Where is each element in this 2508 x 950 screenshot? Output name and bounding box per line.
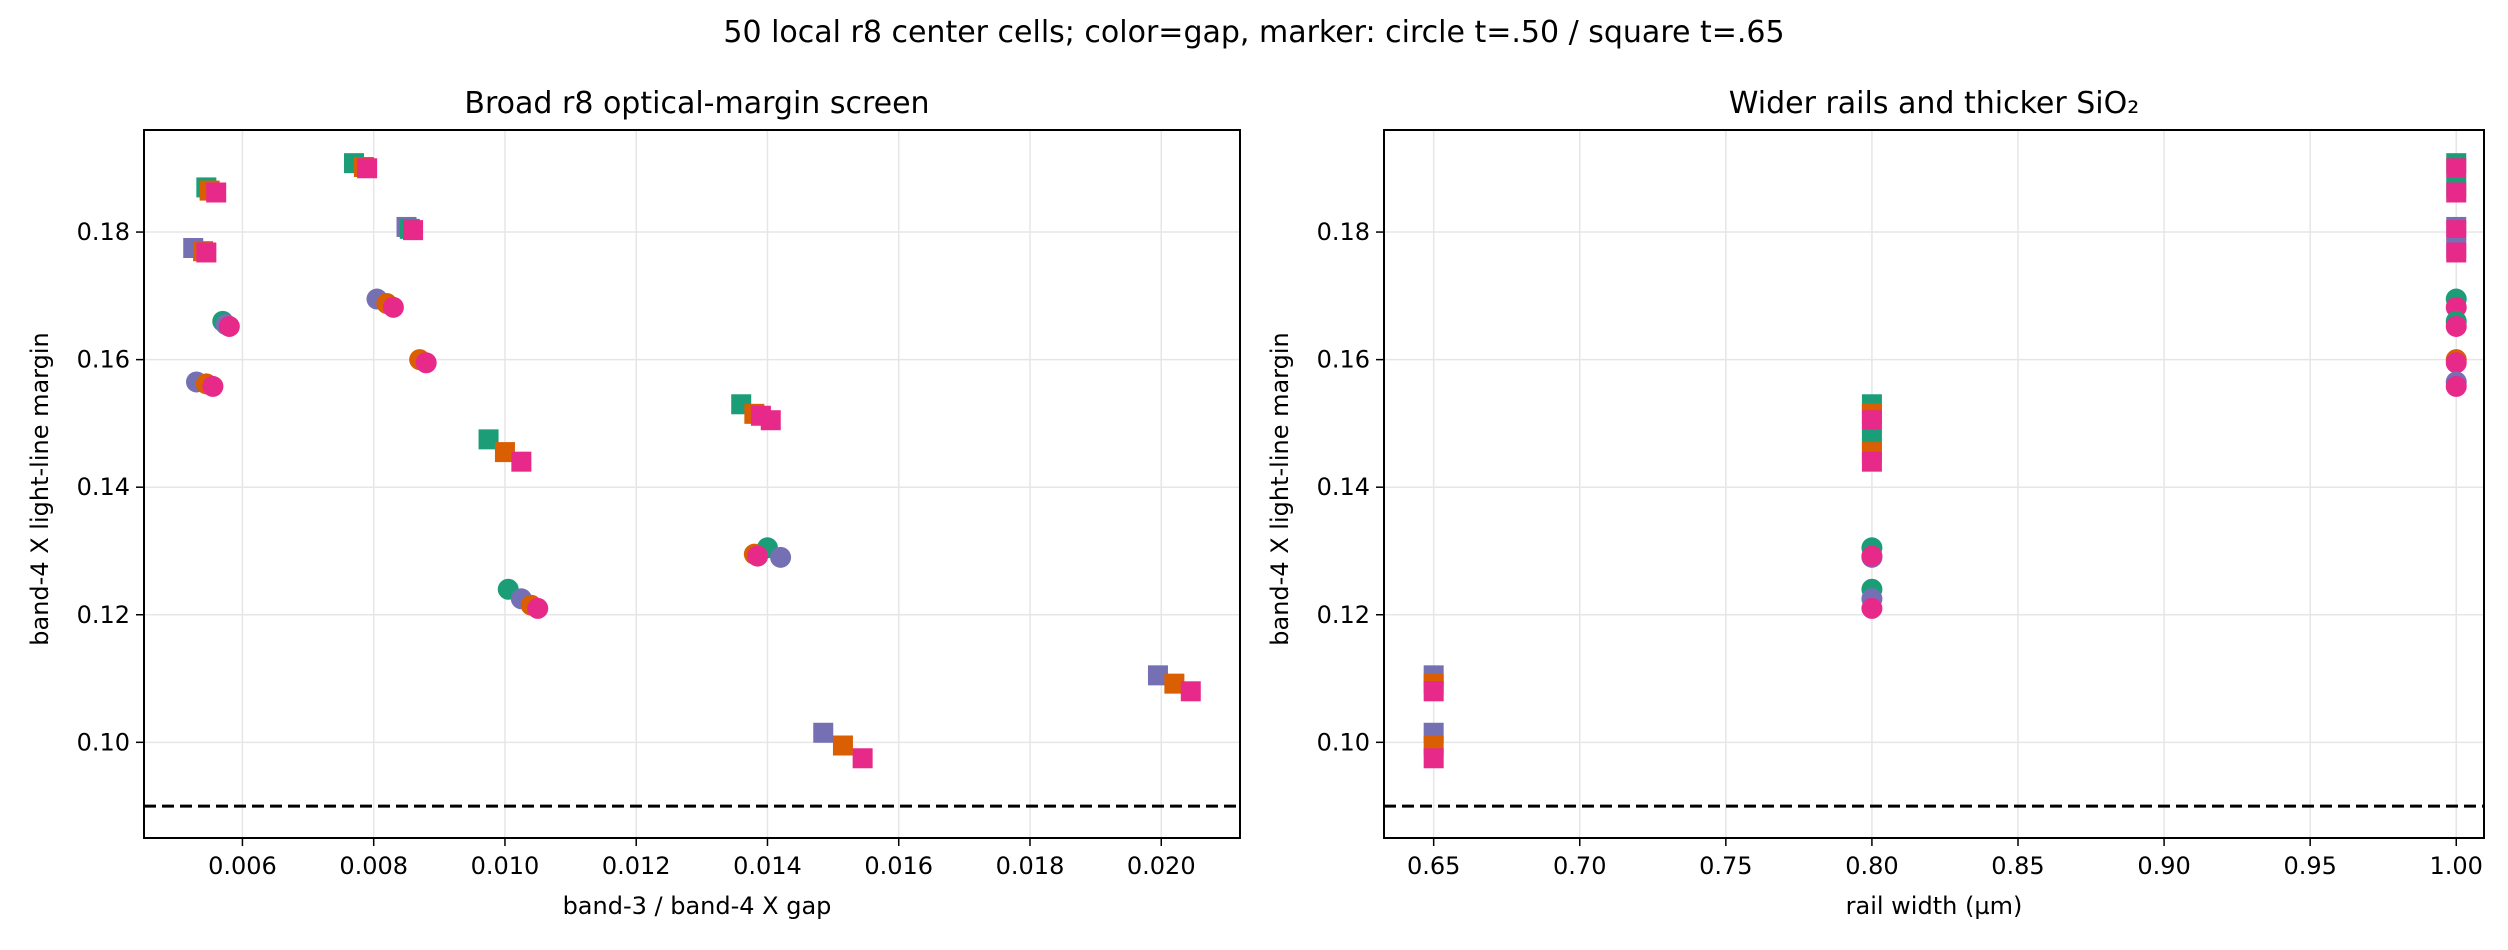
data-point-circle bbox=[382, 296, 404, 318]
data-point-circle bbox=[1861, 545, 1883, 567]
data-point-square bbox=[1423, 681, 1444, 702]
panel-right-ylabel: band-4 X light-line margin bbox=[1266, 332, 1294, 645]
figure-suptitle: 50 local r8 center cells; color=gap, mar… bbox=[723, 15, 1784, 50]
y-tick-label: 0.16 bbox=[77, 346, 130, 374]
x-tick-label: 0.85 bbox=[1991, 852, 2044, 880]
x-tick-label: 0.020 bbox=[1127, 852, 1196, 880]
x-tick-label: 0.014 bbox=[733, 852, 802, 880]
data-point-square bbox=[2446, 182, 2467, 203]
y-tick-label: 0.18 bbox=[77, 218, 130, 246]
data-point-circle bbox=[747, 545, 769, 567]
data-point-circle bbox=[218, 315, 240, 337]
panel-left-title: Broad r8 optical-margin screen bbox=[464, 86, 929, 121]
data-point-circle bbox=[415, 352, 437, 374]
data-point-square bbox=[494, 442, 515, 463]
x-tick-label: 0.75 bbox=[1699, 852, 1752, 880]
data-point-square bbox=[2446, 158, 2467, 179]
data-point-circle bbox=[770, 546, 792, 568]
y-tick-label: 0.10 bbox=[77, 728, 130, 756]
axes-frame bbox=[143, 129, 1241, 839]
data-point-square bbox=[2446, 220, 2467, 241]
data-point-square bbox=[478, 429, 499, 450]
x-tick-label: 0.95 bbox=[2283, 852, 2336, 880]
data-point-square bbox=[760, 410, 781, 431]
data-point-square bbox=[2446, 242, 2467, 263]
panel-right: Wider rails and thicker SiO₂ rail width … bbox=[1266, 86, 2485, 920]
y-tick-label: 0.10 bbox=[1317, 728, 1370, 756]
y-tick-label: 0.12 bbox=[77, 601, 130, 629]
data-point-square bbox=[832, 735, 853, 756]
data-point-square bbox=[196, 242, 217, 263]
data-point-square bbox=[813, 722, 834, 743]
x-tick-label: 0.65 bbox=[1407, 852, 1460, 880]
y-tick-label: 0.18 bbox=[1317, 218, 1370, 246]
data-point-circle bbox=[1861, 597, 1883, 619]
x-tick-label: 0.016 bbox=[864, 852, 933, 880]
x-tick-label: 0.012 bbox=[602, 852, 671, 880]
data-point-square bbox=[1861, 410, 1882, 431]
x-tick-label: 0.006 bbox=[208, 852, 277, 880]
x-tick-label: 0.018 bbox=[996, 852, 1065, 880]
y-tick-label: 0.16 bbox=[1317, 346, 1370, 374]
data-point-circle bbox=[527, 597, 549, 619]
y-tick-label: 0.14 bbox=[77, 473, 130, 501]
panel-left-xlabel: band-3 / band-4 X gap bbox=[563, 892, 832, 920]
y-tick-label: 0.12 bbox=[1317, 601, 1370, 629]
x-tick-label: 0.80 bbox=[1845, 852, 1898, 880]
data-point-circle bbox=[202, 375, 224, 397]
data-point-square bbox=[1147, 665, 1168, 686]
data-point-square bbox=[1423, 748, 1444, 769]
data-point-circle bbox=[2445, 315, 2467, 337]
y-tick-label: 0.14 bbox=[1317, 473, 1370, 501]
data-point-square bbox=[852, 748, 873, 769]
data-point-circle bbox=[2445, 375, 2467, 397]
x-tick-label: 0.010 bbox=[471, 852, 540, 880]
panel-left-ylabel: band-4 X light-line margin bbox=[26, 332, 54, 645]
data-point-circle bbox=[2445, 352, 2467, 374]
data-point-square bbox=[206, 182, 227, 203]
panel-right-xlabel: rail width (µm) bbox=[1846, 892, 2023, 920]
x-tick-label: 0.008 bbox=[339, 852, 408, 880]
data-point-square bbox=[1164, 673, 1185, 694]
data-point-square bbox=[1861, 451, 1882, 472]
data-point-square bbox=[403, 220, 424, 241]
axes-frame bbox=[1383, 129, 2485, 839]
data-point-square bbox=[1180, 681, 1201, 702]
panel-right-title: Wider rails and thicker SiO₂ bbox=[1729, 86, 2140, 121]
x-tick-label: 0.90 bbox=[2137, 852, 2190, 880]
x-tick-label: 0.70 bbox=[1553, 852, 1606, 880]
panel-left: Broad r8 optical-margin screen band-3 / … bbox=[26, 86, 1241, 920]
x-tick-label: 1.00 bbox=[2430, 852, 2483, 880]
data-point-square bbox=[511, 451, 532, 472]
data-point-square bbox=[357, 158, 378, 179]
